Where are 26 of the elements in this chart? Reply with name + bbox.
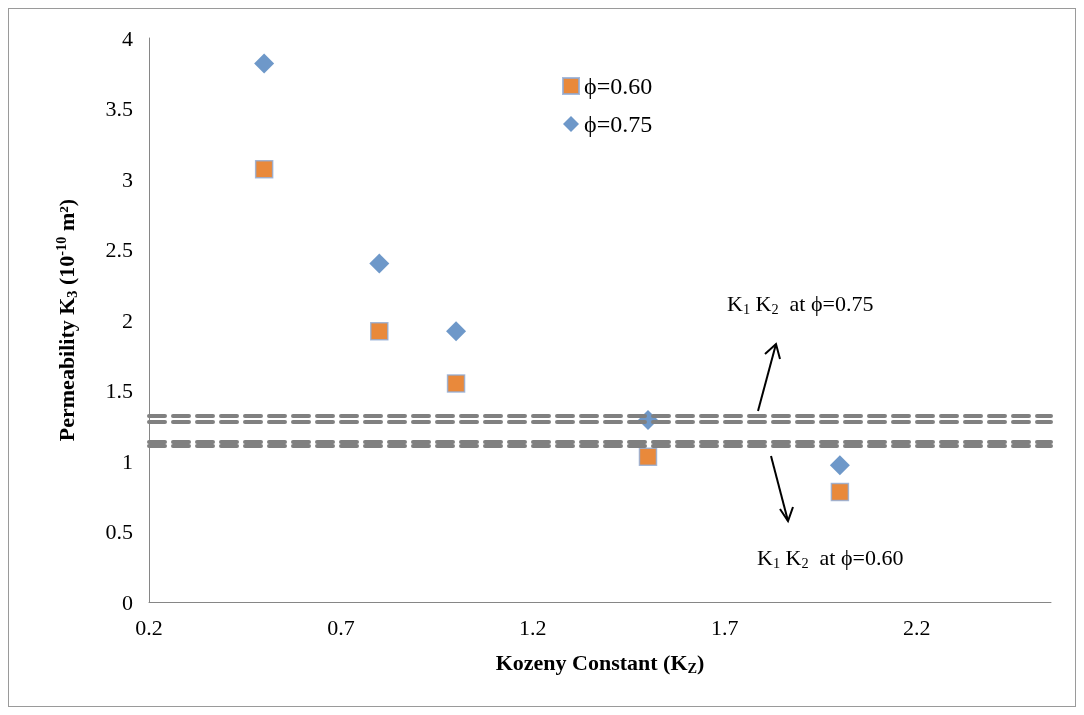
x-tick-label: 1.2 — [519, 614, 547, 640]
point — [638, 447, 658, 467]
x-tick-label: 0.2 — [135, 614, 163, 640]
x-tick-label: 1.7 — [710, 614, 739, 640]
point — [446, 321, 467, 342]
y-tick-label: 4 — [122, 25, 133, 51]
x-tick-label: 0.7 — [327, 614, 355, 640]
y-tick-label: 3 — [122, 166, 133, 192]
y-tick-label: 0.5 — [105, 519, 133, 544]
point — [829, 455, 850, 476]
y-tick-label: 1 — [122, 448, 133, 474]
y-axis-title: Permeability K3 (10-10 m²) — [53, 198, 80, 442]
x-tick-label: 2.2 — [902, 614, 931, 640]
y-tick-label: 0 — [122, 589, 133, 615]
y-tick-label: 2 — [122, 307, 133, 333]
y-tick-label: 3.5 — [105, 96, 133, 121]
point — [830, 482, 850, 502]
point — [370, 322, 389, 341]
point — [254, 53, 275, 74]
y-tick-label: 2.5 — [105, 237, 133, 262]
legend-label: ϕ=0.75 — [584, 111, 653, 137]
point — [254, 159, 274, 179]
legend-label: ϕ=0.60 — [584, 73, 653, 99]
y-tick-label: 1.5 — [105, 378, 133, 403]
point — [446, 374, 466, 393]
point — [369, 253, 390, 274]
